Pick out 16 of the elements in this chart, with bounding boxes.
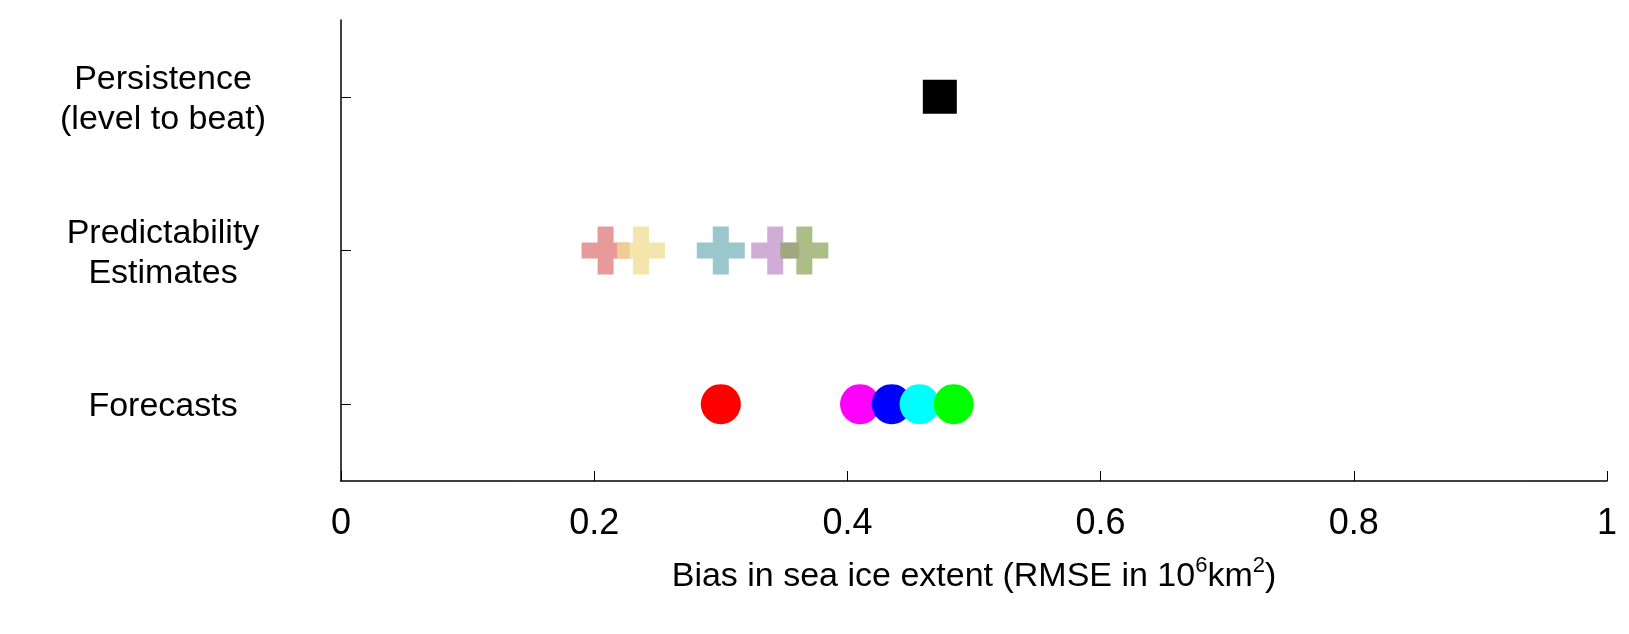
point — [933, 384, 974, 425]
x-tick-label: 0.8 — [1328, 500, 1379, 542]
x-tick-label: 0.4 — [822, 500, 873, 542]
y-tick-label: Forecasts — [88, 385, 238, 424]
point — [899, 384, 940, 425]
point — [700, 384, 741, 425]
y-tick-label: Persistence (level to beat) — [60, 57, 266, 136]
point — [780, 226, 829, 275]
x-tick-label: 1 — [1596, 500, 1618, 542]
x-tick-label: 0.6 — [1075, 500, 1126, 542]
x-tick-label: 0 — [330, 500, 352, 542]
point — [922, 79, 957, 114]
y-tick-label: Predictability Estimates — [66, 211, 260, 290]
point — [696, 226, 745, 275]
point — [617, 226, 666, 275]
x-tick-label: 0.2 — [569, 500, 620, 542]
